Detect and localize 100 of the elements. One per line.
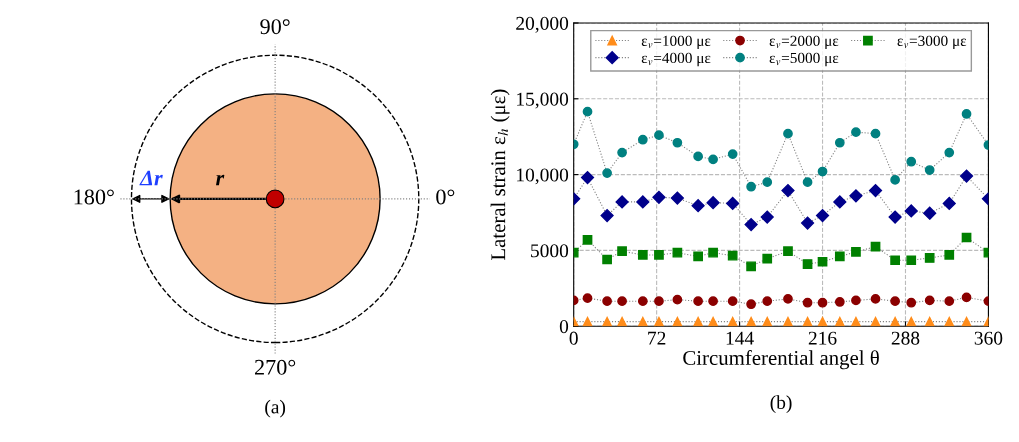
point bbox=[817, 316, 828, 327]
point bbox=[654, 316, 664, 327]
legend-label: ε$_{v}$=1000 με bbox=[641, 35, 711, 50]
y-tick-label: 15,000 bbox=[517, 92, 569, 109]
point bbox=[870, 128, 881, 139]
legend-label: ε$_{v}$=2000 με bbox=[769, 35, 839, 50]
point bbox=[602, 254, 612, 265]
point bbox=[637, 250, 648, 260]
point bbox=[834, 297, 845, 307]
point bbox=[762, 177, 773, 188]
point bbox=[904, 204, 918, 218]
x-tick-label: 288 bbox=[891, 331, 920, 345]
point bbox=[746, 261, 756, 272]
point bbox=[580, 171, 595, 185]
point bbox=[815, 208, 830, 223]
point bbox=[833, 195, 847, 209]
point bbox=[652, 190, 666, 204]
point bbox=[817, 297, 828, 308]
point bbox=[654, 130, 664, 141]
point bbox=[906, 255, 917, 266]
point bbox=[923, 206, 937, 220]
point bbox=[617, 246, 627, 257]
point bbox=[944, 316, 955, 327]
point bbox=[834, 251, 845, 262]
point bbox=[890, 316, 900, 327]
point bbox=[637, 316, 648, 327]
legend-label: ε$_{v}$=5000 με bbox=[769, 52, 839, 67]
point bbox=[693, 251, 703, 262]
point bbox=[693, 316, 703, 327]
y-tick-label: 20,000 bbox=[516, 16, 569, 33]
point bbox=[849, 189, 863, 203]
point bbox=[851, 127, 861, 138]
point bbox=[959, 169, 974, 183]
point bbox=[746, 299, 756, 310]
x-tick-label: 216 bbox=[808, 331, 837, 345]
point bbox=[708, 247, 718, 258]
point bbox=[762, 296, 773, 307]
point bbox=[890, 255, 900, 266]
point bbox=[851, 247, 861, 257]
point bbox=[834, 137, 845, 148]
point bbox=[708, 154, 718, 165]
point bbox=[727, 250, 738, 261]
point bbox=[746, 181, 756, 192]
text: 90° bbox=[260, 19, 290, 35]
point bbox=[802, 316, 813, 327]
text: 270° bbox=[255, 359, 296, 375]
point bbox=[868, 183, 883, 198]
point bbox=[924, 295, 935, 306]
point bbox=[870, 316, 881, 327]
point bbox=[636, 195, 650, 209]
point bbox=[746, 316, 756, 327]
point bbox=[727, 149, 738, 159]
point bbox=[744, 218, 758, 232]
point bbox=[670, 191, 684, 205]
point bbox=[851, 316, 861, 327]
point bbox=[582, 316, 593, 327]
point bbox=[802, 259, 813, 269]
point bbox=[654, 250, 664, 260]
point bbox=[617, 147, 627, 158]
text: 180° bbox=[74, 189, 114, 205]
point bbox=[672, 316, 683, 327]
point bbox=[906, 156, 917, 167]
point bbox=[582, 106, 593, 117]
point bbox=[760, 210, 774, 224]
point bbox=[783, 294, 793, 304]
point bbox=[708, 316, 718, 327]
point bbox=[800, 216, 815, 230]
point bbox=[693, 296, 703, 307]
point bbox=[944, 250, 955, 260]
point bbox=[888, 210, 902, 224]
point bbox=[706, 196, 720, 210]
point bbox=[906, 297, 917, 308]
point bbox=[602, 168, 612, 178]
x-tick-label: 144 bbox=[726, 331, 754, 345]
point bbox=[817, 166, 828, 177]
point bbox=[890, 296, 900, 307]
point bbox=[942, 196, 956, 210]
point bbox=[602, 296, 612, 307]
x-tick-label: 360 bbox=[974, 331, 1003, 345]
y-tick-label: 0 bbox=[559, 320, 569, 334]
legend-label: ε$_{v}$=4000 με bbox=[641, 52, 711, 67]
text: 0° bbox=[436, 189, 455, 205]
y-tick-label: 5000 bbox=[531, 244, 569, 258]
point bbox=[582, 293, 593, 304]
point bbox=[617, 296, 627, 307]
x-tick-label: 72 bbox=[648, 331, 666, 345]
point bbox=[906, 316, 917, 327]
text: r bbox=[216, 174, 225, 186]
point bbox=[783, 246, 793, 257]
point bbox=[817, 256, 828, 267]
point bbox=[783, 316, 793, 327]
point bbox=[851, 295, 861, 306]
point bbox=[924, 165, 935, 175]
point bbox=[708, 296, 718, 307]
point bbox=[961, 316, 972, 327]
point bbox=[834, 316, 845, 327]
point bbox=[924, 316, 935, 327]
text: (b) bbox=[770, 395, 792, 413]
point bbox=[654, 296, 664, 307]
point bbox=[617, 316, 627, 327]
